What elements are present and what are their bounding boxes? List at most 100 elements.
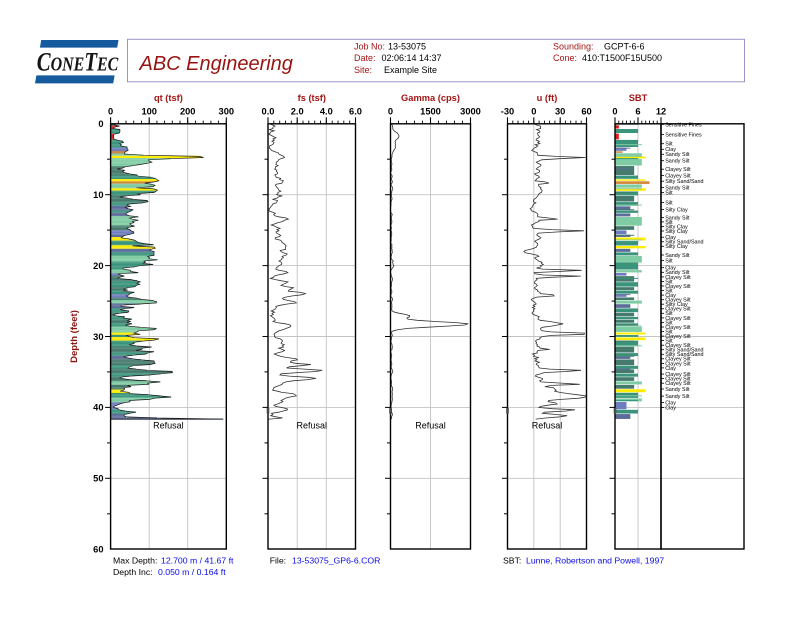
svg-text:Clayey Silt: Clayey Silt xyxy=(665,284,691,290)
svg-text:Silty Sand/Sand: Silty Sand/Sand xyxy=(665,352,703,358)
svg-text:Clay: Clay xyxy=(665,293,676,299)
svg-text:Clay: Clay xyxy=(665,400,676,406)
svg-text:Date:: Date: xyxy=(354,53,376,63)
svg-text:Sensitive Fines: Sensitive Fines xyxy=(665,132,702,138)
svg-text:100: 100 xyxy=(141,107,157,117)
svg-text:Sandy Silt: Sandy Silt xyxy=(665,394,690,400)
svg-text:Example Site: Example Site xyxy=(384,65,437,75)
svg-text:Silt: Silt xyxy=(665,289,673,295)
svg-text:12.700 m / 41.67 ft: 12.700 m / 41.67 ft xyxy=(161,555,234,565)
svg-text:Clayey Silt: Clayey Silt xyxy=(665,377,691,383)
svg-text:Sounding:: Sounding: xyxy=(553,42,594,52)
svg-text:qt (tsf): qt (tsf) xyxy=(154,93,183,103)
svg-text:0: 0 xyxy=(98,119,103,129)
svg-text:Sandy Silt: Sandy Silt xyxy=(665,215,690,221)
svg-text:Silt: Silt xyxy=(665,220,673,226)
svg-text:Sandy Silt: Sandy Silt xyxy=(665,186,690,192)
svg-text:Sensitive Fines: Sensitive Fines xyxy=(665,122,702,128)
svg-text:SBT:: SBT: xyxy=(503,555,521,565)
svg-text:Sandy Silt: Sandy Silt xyxy=(665,270,690,276)
svg-text:60: 60 xyxy=(93,545,103,555)
svg-text:Cone:: Cone: xyxy=(553,53,577,63)
svg-text:Clay: Clay xyxy=(665,405,676,411)
svg-text:GCPT-6-6: GCPT-6-6 xyxy=(604,42,645,52)
svg-text:Lunne, Robertson and Powell, 1: Lunne, Robertson and Powell, 1997 xyxy=(526,555,664,565)
svg-text:50: 50 xyxy=(93,474,103,484)
svg-text:Silt: Silt xyxy=(665,259,673,265)
svg-text:Site:: Site: xyxy=(354,65,372,75)
svg-text:SBT: SBT xyxy=(629,93,648,103)
svg-text:Gamma (cps): Gamma (cps) xyxy=(401,93,460,103)
svg-text:u (ft): u (ft) xyxy=(537,93,558,103)
svg-text:Depth (feet): Depth (feet) xyxy=(69,310,80,363)
svg-text:Max Depth:: Max Depth: xyxy=(113,555,157,565)
svg-text:Clayey Silt: Clayey Silt xyxy=(665,325,691,331)
svg-text:Refusal: Refusal xyxy=(297,421,328,431)
svg-text:Silty Sand/Sand: Silty Sand/Sand xyxy=(665,179,703,185)
svg-text:410:T1500F15U500: 410:T1500F15U500 xyxy=(582,53,662,63)
svg-text:Silt: Silt xyxy=(665,200,673,206)
svg-text:Silt: Silt xyxy=(665,279,673,285)
svg-text:Silt: Silt xyxy=(665,191,673,197)
svg-text:Silt: Silt xyxy=(665,142,673,148)
svg-text:Clayey Silt: Clayey Silt xyxy=(665,343,691,349)
svg-text:Sandy Silt: Sandy Silt xyxy=(665,152,690,158)
svg-text:Clayey Silt: Clayey Silt xyxy=(665,334,691,340)
svg-text:200: 200 xyxy=(180,107,196,117)
svg-text:300: 300 xyxy=(219,107,235,117)
svg-text:-30: -30 xyxy=(501,107,514,117)
svg-text:Clayey Silt: Clayey Silt xyxy=(665,316,691,322)
svg-text:Clayey Silt: Clayey Silt xyxy=(665,307,691,313)
svg-text:1500: 1500 xyxy=(420,107,441,117)
svg-text:6.0: 6.0 xyxy=(349,107,362,117)
svg-text:13-53075: 13-53075 xyxy=(388,42,426,52)
svg-text:Job No:: Job No: xyxy=(354,42,385,52)
svg-text:Clayey Silt: Clayey Silt xyxy=(665,361,691,367)
svg-text:Clay: Clay xyxy=(665,147,676,153)
svg-text:Silty Clay: Silty Clay xyxy=(665,224,688,230)
svg-text:6: 6 xyxy=(635,107,640,117)
svg-text:Clayey Silt: Clayey Silt xyxy=(665,372,691,378)
svg-text:Silty Clay: Silty Clay xyxy=(665,244,688,250)
svg-text:Silty Sand/Sand: Silty Sand/Sand xyxy=(665,348,703,354)
svg-text:Refusal: Refusal xyxy=(532,421,563,431)
svg-text:13-53075_GP6-6.COR: 13-53075_GP6-6.COR xyxy=(292,555,380,565)
svg-text:12: 12 xyxy=(656,107,666,117)
svg-text:10: 10 xyxy=(93,190,103,200)
svg-text:02:06:14 14:37: 02:06:14 14:37 xyxy=(382,53,442,63)
svg-text:2.0: 2.0 xyxy=(291,107,304,117)
svg-text:Clayey Silt: Clayey Silt xyxy=(665,381,691,387)
svg-text:30: 30 xyxy=(555,107,565,117)
svg-text:0.050 m / 0.164 ft: 0.050 m / 0.164 ft xyxy=(158,567,226,577)
svg-text:Clay: Clay xyxy=(665,366,676,372)
svg-text:Depth Inc:: Depth Inc: xyxy=(113,567,153,577)
svg-text:0: 0 xyxy=(531,107,536,117)
svg-text:Silt: Silt xyxy=(665,329,673,335)
svg-text:Refusal: Refusal xyxy=(153,421,184,431)
svg-text:3000: 3000 xyxy=(460,107,481,117)
svg-text:0: 0 xyxy=(388,107,393,117)
svg-text:fs (tsf): fs (tsf) xyxy=(298,93,326,103)
svg-text:40: 40 xyxy=(93,403,103,413)
svg-text:Clayey Silt: Clayey Silt xyxy=(665,298,691,304)
svg-text:Silt: Silt xyxy=(665,311,673,317)
svg-text:Silt: Silt xyxy=(665,339,673,345)
svg-text:Clay: Clay xyxy=(665,266,676,272)
svg-text:File:: File: xyxy=(270,555,286,565)
svg-text:60: 60 xyxy=(581,107,591,117)
svg-text:0: 0 xyxy=(108,107,113,117)
svg-text:Clayey Silt: Clayey Silt xyxy=(665,357,691,363)
svg-text:Sandy Silt: Sandy Silt xyxy=(665,159,690,165)
svg-text:4.0: 4.0 xyxy=(320,107,333,117)
svg-text:Silty Clay: Silty Clay xyxy=(665,208,688,214)
svg-text:Sandy Silt: Sandy Silt xyxy=(665,387,690,393)
svg-text:Silt: Silt xyxy=(665,320,673,326)
svg-text:Silty Sand/Sand: Silty Sand/Sand xyxy=(665,240,703,246)
svg-text:20: 20 xyxy=(93,261,103,271)
svg-text:Clay: Clay xyxy=(665,235,676,241)
svg-text:Sandy Silt: Sandy Silt xyxy=(665,253,690,259)
svg-text:ABC Engineering: ABC Engineering xyxy=(139,53,293,75)
svg-text:Clayey Silt: Clayey Silt xyxy=(665,275,691,281)
svg-text:Silty Clay: Silty Clay xyxy=(665,302,688,308)
svg-text:Silty Clay: Silty Clay xyxy=(665,229,688,235)
